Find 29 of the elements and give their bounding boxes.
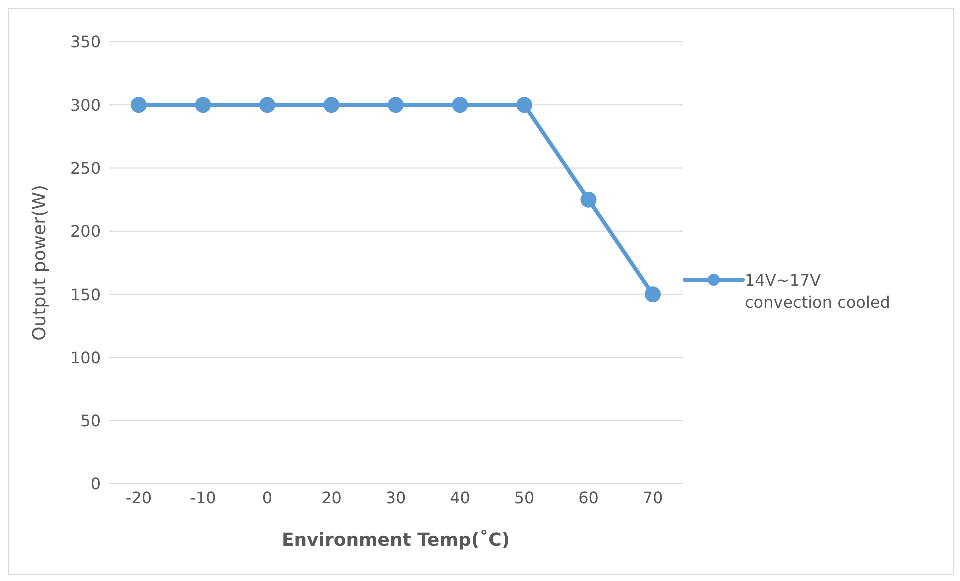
y-tick-label: 50: [80, 412, 101, 431]
x-tick-label: 30: [386, 488, 406, 508]
point: [324, 97, 340, 114]
point: [452, 97, 468, 114]
x-tick-label: -10: [190, 488, 216, 508]
y-tick-label: 250: [70, 158, 101, 178]
point: [388, 97, 404, 114]
y-tick-label: 0: [90, 474, 101, 494]
y-tick-label: 150: [70, 285, 101, 304]
x-tick-label: 0: [262, 488, 273, 508]
point: [580, 192, 597, 208]
point: [645, 286, 661, 303]
x-tick-label: 60: [578, 488, 599, 508]
legend-label: 14V~17V convection cooled: [745, 270, 892, 314]
x-tick-label: 40: [450, 488, 470, 508]
point: [195, 97, 212, 114]
x-tick-label: 20: [322, 488, 342, 508]
y-tick-label: 100: [70, 348, 101, 368]
point: [260, 97, 276, 114]
y-axis-title: Output power(W): [29, 185, 50, 341]
x-tick-label: -20: [126, 488, 152, 508]
y-tick-label: 300: [70, 96, 101, 115]
y-tick-label: 350: [70, 32, 101, 52]
x-tick-label: 50: [514, 488, 535, 508]
x-tick-label: 70: [642, 488, 664, 508]
y-tick-label: 200: [70, 222, 101, 242]
x-axis-title: Environment Temp(˚C): [282, 530, 510, 551]
point: [516, 97, 532, 114]
point: [131, 97, 147, 114]
